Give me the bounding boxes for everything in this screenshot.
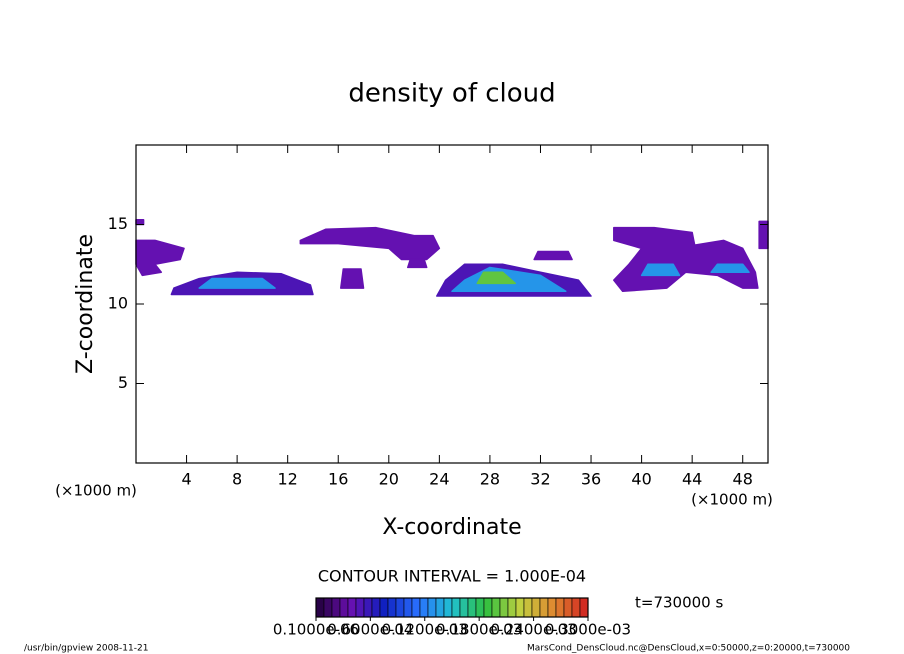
colorbar-stripe [411,597,421,618]
cloud-region [710,263,750,273]
cloud-region [613,226,759,293]
cloud-region [340,268,365,289]
colorbar-stripe [507,597,517,618]
plot-frame [135,144,769,464]
colorbar-stripe [563,597,573,618]
cloud-region [533,250,573,261]
cloud-region [135,218,145,226]
colorbar-stripe [459,597,469,618]
colorbar-stripe [435,597,445,618]
x-tick-label: 48 [733,470,753,489]
footer-left: /usr/bin/gpview 2008-11-21 [24,644,148,654]
x-tick-label: 32 [530,470,550,489]
x-tick-label: 8 [232,470,242,489]
x-unit: (×1000 m) [691,491,773,509]
y-tick-label: 5 [118,373,128,392]
cloud-region [758,220,769,250]
cloud-region [476,271,516,285]
colorbar-stripe [427,597,437,618]
x-tick-label: 36 [581,470,601,489]
colorbar-stripe [315,597,325,618]
colorbar-tick-label: 0.1200e-03 [382,621,468,639]
colorbar-stripe [347,597,357,618]
x-tick-label: 24 [429,470,449,489]
colorbar-stripe [523,597,533,618]
colorbar-stripe [571,597,581,618]
colorbar-tick-label: 0.1800e-03 [436,621,522,639]
time-label: t=730000 s [635,594,723,612]
x-tick-label: 16 [328,470,348,489]
colorbar-tick-label: 0.3000e-03 [545,621,631,639]
y-tick-label: 10 [108,294,128,313]
colorbar-stripe [363,597,373,618]
cloud-region [198,277,276,289]
x-tick-label: 28 [480,470,500,489]
footer-right: MarsCond_DensCloud.nc@DensCloud,x=0:5000… [527,644,850,654]
cloud-region [299,226,441,261]
colorbar-stripe [483,597,493,618]
colorbar-stripe [491,597,501,618]
cloud-region [407,258,428,269]
colorbar-stripe [531,597,541,618]
colorbar-stripe [339,597,349,618]
colorbar-stripe [323,597,333,618]
colorbar-stripe [547,597,557,618]
y-axis-label: Z-coordinate [73,234,98,374]
y-unit: (×1000 m) [55,482,137,500]
colorbar-tick-label: 0.2400e-03 [490,621,576,639]
colorbar-stripe [499,597,509,618]
colorbar-stripe [331,597,341,618]
colorbar-tick-label: 0.1000e-06 [273,621,359,639]
x-axis-label: X-coordinate [382,515,521,540]
colorbar-stripe [387,597,397,618]
colorbar-stripe [443,597,453,618]
colorbar-stripe [379,597,389,618]
colorbar-stripe [395,597,405,618]
colorbar-stripe [539,597,549,618]
colorbar-stripe [451,597,461,618]
contour-interval: CONTOUR INTERVAL = 1.000E-04 [318,567,586,586]
colorbar-stripe [555,597,565,618]
x-tick-label: 44 [682,470,702,489]
colorbar-stripe [467,597,477,618]
colorbar-stripe [475,597,485,618]
colorbar-tick-label: 0.6000e-04 [327,621,413,639]
y-tick-label: 15 [108,214,128,233]
colorbar-frame [315,597,589,618]
colorbar-stripe [355,597,365,618]
chart-title: density of cloud [348,79,555,109]
colorbar-stripe [515,597,525,618]
colorbar-stripe [403,597,413,618]
colorbar-stripe [371,597,381,618]
colorbar-stripe [419,597,429,618]
cloud-region [640,263,681,277]
x-tick-label: 20 [379,470,399,489]
x-tick-label: 4 [181,470,191,489]
x-tick-label: 12 [278,470,298,489]
x-tick-label: 40 [631,470,651,489]
colorbar-stripe [579,597,589,618]
cloud-region [135,239,185,277]
